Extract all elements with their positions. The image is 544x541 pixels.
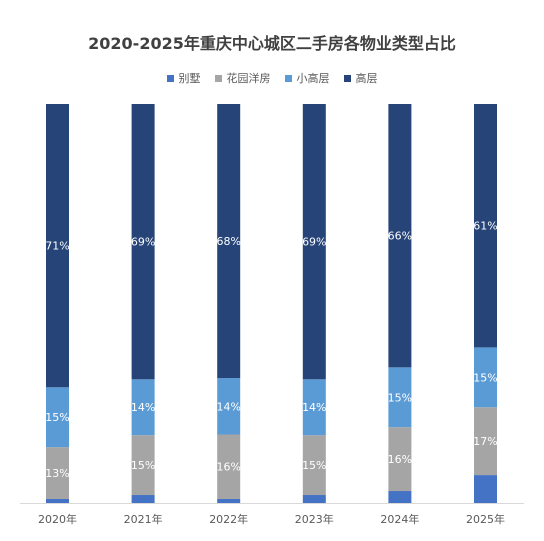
bar-segment-villa: [217, 498, 241, 503]
x-tick-label: 2023年: [295, 512, 334, 526]
data-label-high-rise: 69%: [302, 236, 326, 249]
data-label-garden-house: 13%: [45, 467, 69, 480]
bar-segment-mid-rise: [217, 378, 241, 435]
legend-label-mid-rise: 小高层: [296, 72, 330, 85]
bar-segment-garden-house: [217, 434, 241, 499]
data-label-mid-rise: 14%: [302, 401, 326, 414]
data-label-high-rise: 71%: [45, 240, 69, 253]
legend-item-mid-rise: 小高层: [284, 70, 330, 86]
data-label-high-rise: 69%: [131, 236, 155, 249]
bar-segment-mid-rise: [46, 387, 69, 448]
legend-swatch-garden-house: [214, 74, 222, 82]
x-tick-label: 2022年: [209, 512, 248, 526]
bar-segment-high-rise: [388, 104, 412, 368]
bar-segment-garden-house: [474, 407, 497, 476]
x-tick-label: 2025年: [466, 512, 505, 526]
bar-segment-high-rise: [474, 104, 497, 348]
data-label-mid-rise: 14%: [131, 401, 155, 414]
data-label-high-rise: 68%: [216, 235, 240, 248]
bar-segment-high-rise: [46, 104, 69, 388]
legend-swatch-mid-rise: [284, 74, 292, 82]
bar-segment-garden-house: [388, 427, 412, 492]
bar-segment-mid-rise: [474, 347, 497, 408]
legend-item-villa: 别墅: [166, 70, 201, 86]
bar-segment-mid-rise: [131, 379, 155, 436]
legend-swatch-high-rise: [343, 74, 351, 82]
legend-label-garden-house: 花园洋房: [226, 72, 271, 85]
bar-segment-villa: [474, 475, 497, 503]
legend-swatch-villa: [166, 74, 174, 82]
data-label-high-rise: 66%: [388, 230, 412, 243]
bar-segment-villa: [388, 491, 412, 503]
legend-label-high-rise: 高层: [355, 72, 378, 85]
data-label-mid-rise: 15%: [45, 411, 69, 424]
bar-segment-villa: [302, 495, 326, 503]
bar-segment-garden-house: [46, 447, 69, 500]
bar-segment-villa: [46, 499, 69, 503]
bar-segment-villa: [131, 495, 155, 503]
bar-segment-garden-house: [131, 435, 155, 496]
data-label-garden-house: 17%: [473, 435, 497, 448]
legend: 别墅 花园洋房 小高层 高层: [0, 70, 544, 86]
data-label-high-rise: 61%: [473, 220, 497, 233]
data-label-garden-house: 16%: [216, 461, 240, 474]
data-label-garden-house: 16%: [388, 453, 412, 466]
x-tick-label: 2020年: [38, 512, 77, 526]
x-tick-label: 2021年: [124, 512, 163, 526]
legend-item-garden-house: 花园洋房: [214, 70, 271, 86]
bar-segment-garden-house: [302, 435, 326, 496]
data-label-mid-rise: 15%: [388, 391, 412, 404]
bar-segment-mid-rise: [302, 379, 326, 436]
chart-title: 2020-2025年重庆中心城区二手房各物业类型占比: [88, 34, 456, 53]
data-label-garden-house: 15%: [131, 459, 155, 472]
x-tick-label: 2024年: [380, 512, 419, 526]
data-label-garden-house: 15%: [302, 459, 326, 472]
bar-segment-mid-rise: [388, 367, 412, 428]
data-label-mid-rise: 15%: [473, 371, 497, 384]
bar-segment-high-rise: [302, 104, 326, 380]
bar-segment-high-rise: [131, 104, 155, 380]
bar-segment-high-rise: [217, 104, 241, 379]
legend-label-villa: 别墅: [178, 72, 201, 85]
legend-item-high-rise: 高层: [343, 70, 378, 86]
data-label-mid-rise: 14%: [216, 400, 240, 413]
